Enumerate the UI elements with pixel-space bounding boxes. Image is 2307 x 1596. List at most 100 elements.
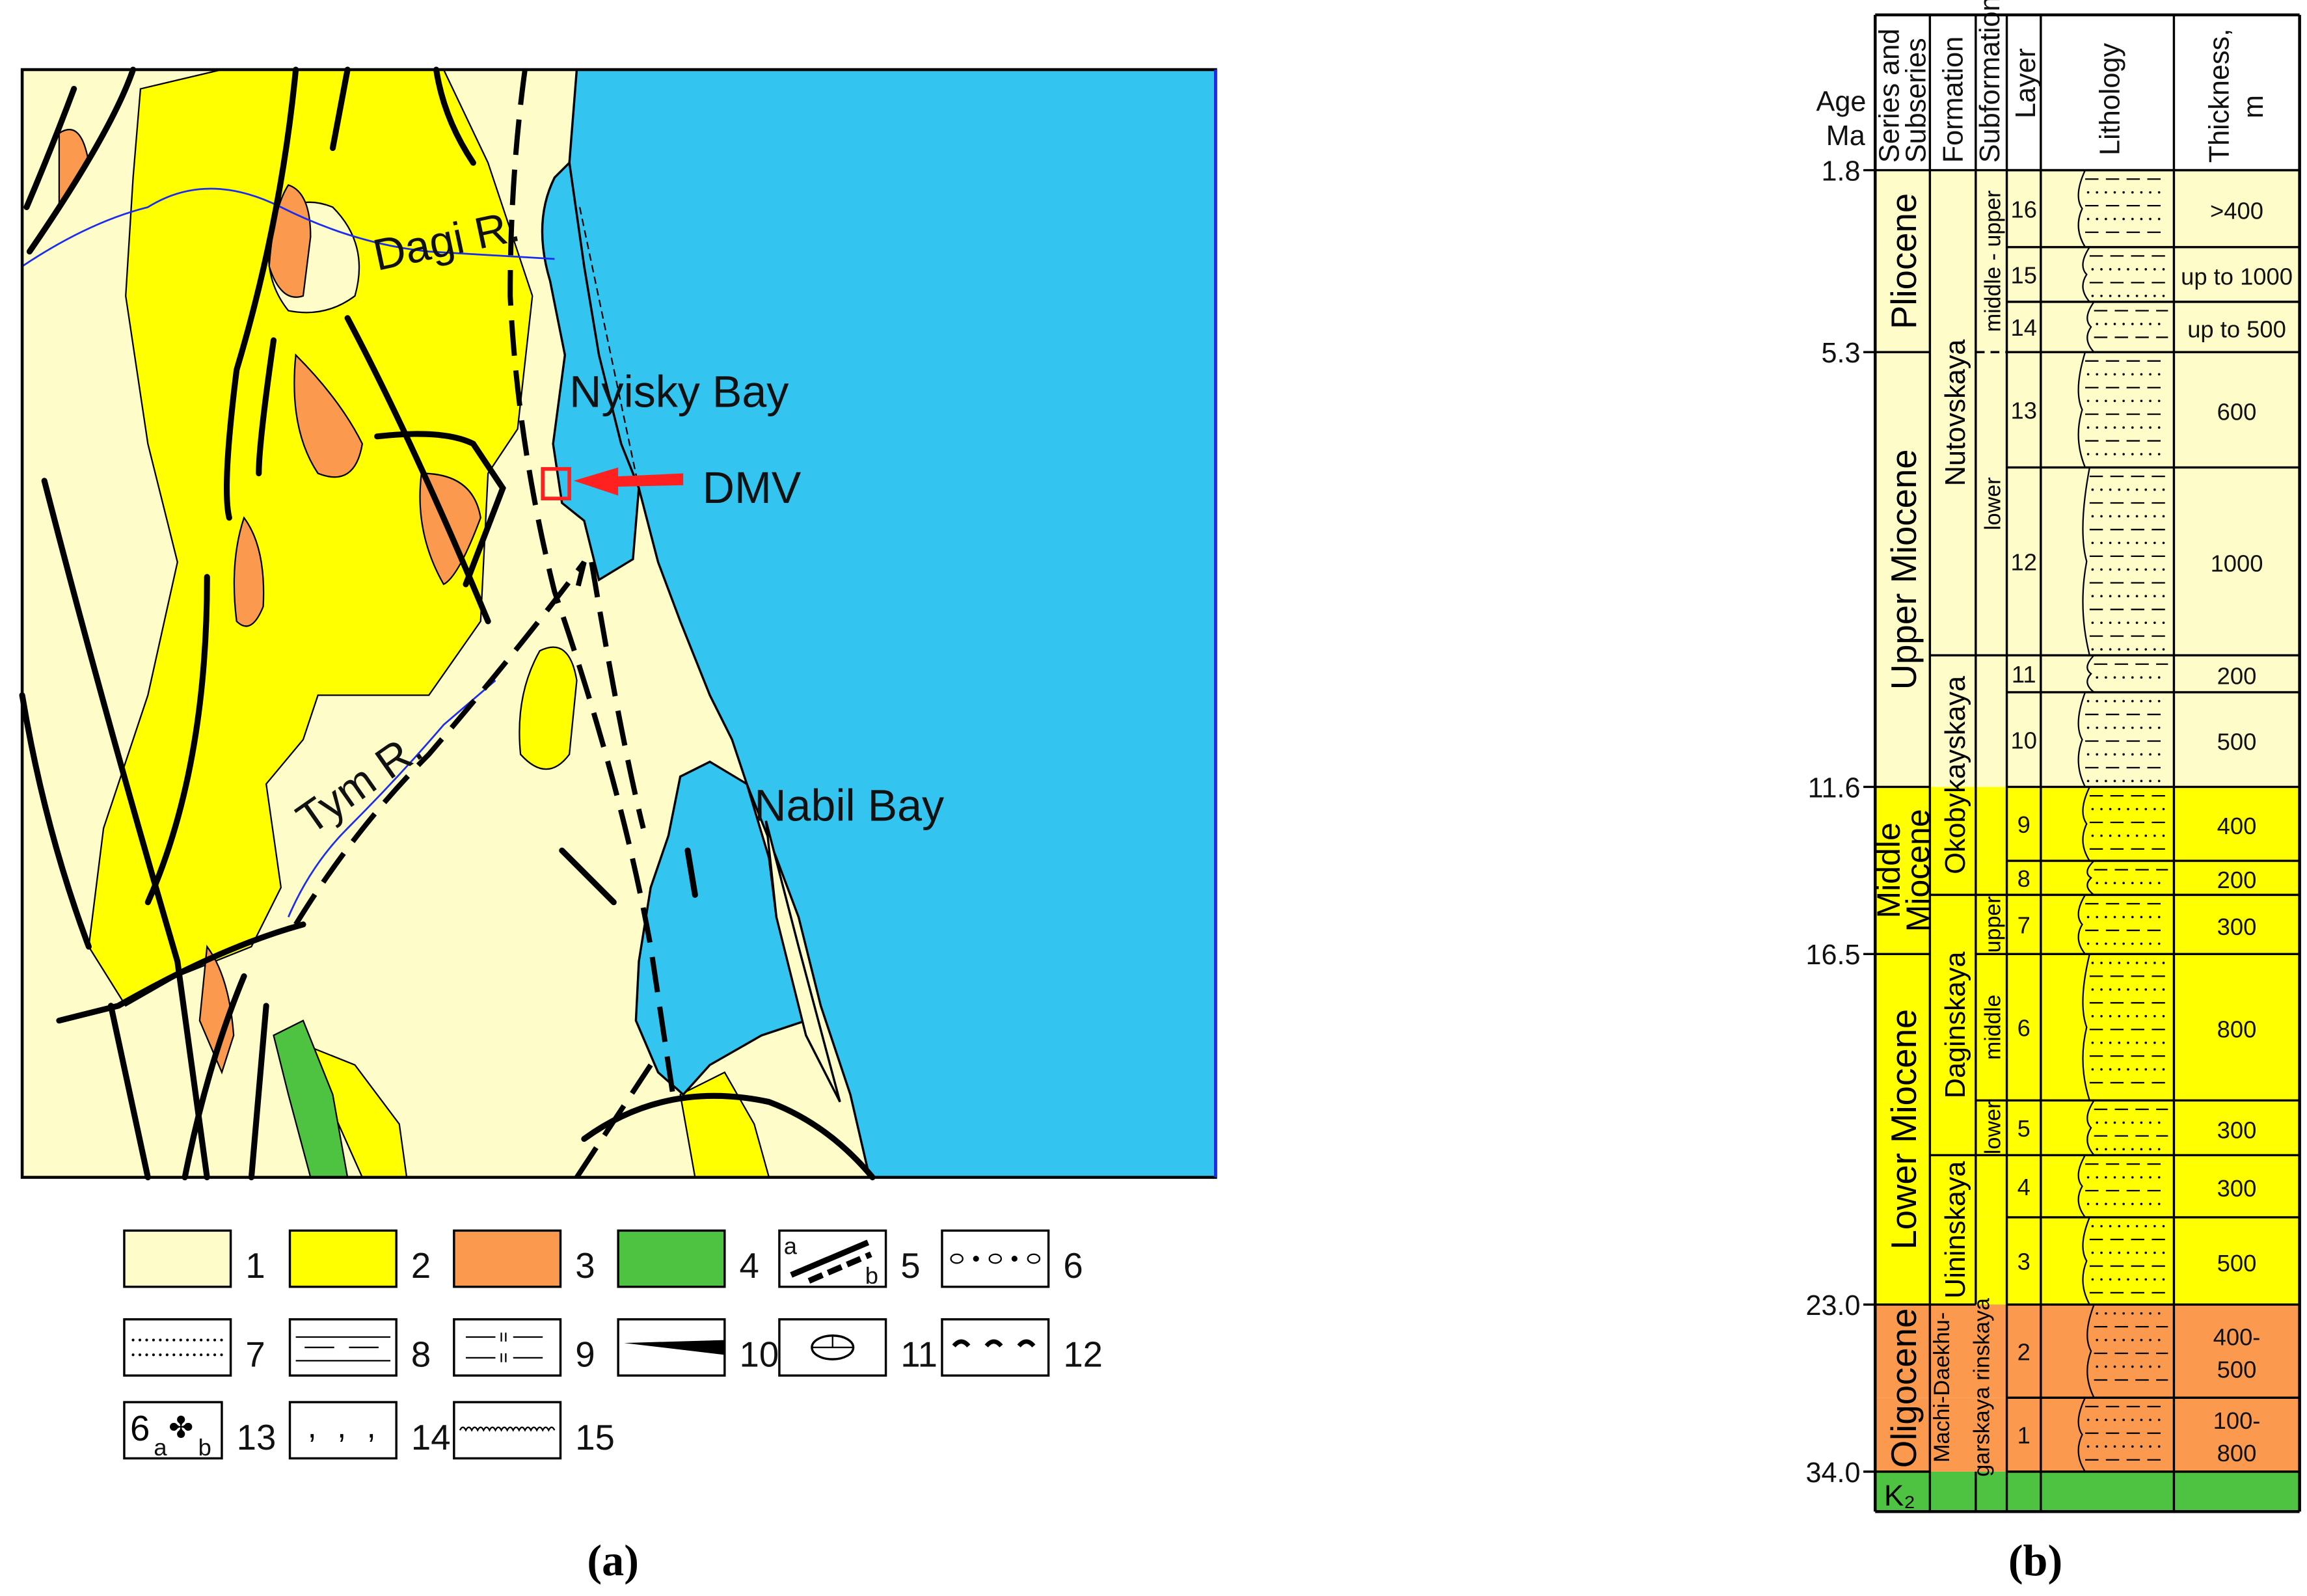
map-legend: 1 2 3 4 ab 5 67 8 9 10 11 126 a✤b 13,,, 14 15 — [123, 1229, 1103, 1461]
layer-thickness: 300 — [2217, 1116, 2257, 1143]
layer-thickness: 400- — [2213, 1324, 2261, 1351]
legend-swatch — [453, 1229, 562, 1288]
legend-sub-a: a — [154, 1434, 167, 1461]
legend-item-5: a b 5 — [778, 1229, 921, 1289]
legend-swatch — [453, 1318, 562, 1377]
legend-swatch — [941, 1229, 1050, 1288]
layer-row-16: 16 >400 — [1875, 170, 2300, 248]
legend-number: 14 — [411, 1418, 451, 1457]
spit — [764, 820, 841, 1103]
layer-number: 14 — [2010, 314, 2036, 341]
legend-swatch — [123, 1229, 232, 1288]
header-lithology: Lithology — [2094, 43, 2125, 156]
layer-number: 10 — [2010, 727, 2036, 753]
lithology-profile — [2077, 1397, 2086, 1472]
geological-map: Dagi R. Nyisky Bay DMV Tym R. Nabil Bay — [19, 66, 1217, 1181]
formation-label: Daginskaya — [1940, 951, 1971, 1099]
legend-item-14: ,,, 14 — [288, 1401, 451, 1460]
legend-swatch — [941, 1318, 1050, 1377]
formation-label: Okobykayskaya — [1940, 675, 1971, 874]
legend-swatch — [617, 1229, 726, 1288]
k2-band — [1875, 1471, 2300, 1512]
inferred-faults — [293, 69, 676, 1179]
layer-number: 15 — [2010, 262, 2036, 288]
layer-thickness: 500 — [2217, 1357, 2257, 1383]
age-tick-label: 23.0 — [1805, 1290, 1860, 1321]
age-tick-label: 5.3 — [1822, 338, 1861, 369]
legend-number: 7 — [245, 1334, 265, 1374]
layer-number: 1 — [2017, 1422, 2030, 1449]
legend-item-12: 12 — [941, 1318, 1103, 1377]
layer-thickness: 400 — [2217, 813, 2257, 839]
layer-thickness: 300 — [2217, 1175, 2257, 1202]
formation-label: Machi-Daekhu- — [1930, 1312, 1954, 1463]
layer-row-15: 15 up to 1000 — [1875, 247, 2300, 303]
formation-label: Uininskaya — [1940, 1161, 1971, 1299]
legend-item-2: 2 — [288, 1229, 431, 1288]
layer-row-6: 6 800 — [1875, 954, 2300, 1101]
layer-thickness: 200 — [2217, 867, 2257, 893]
lithology-profile — [2077, 170, 2086, 248]
layer-number: 16 — [2010, 196, 2036, 223]
layer-number: 2 — [2017, 1338, 2030, 1365]
svg-text:,: , — [308, 1409, 317, 1445]
legend-sub-b: b — [865, 1262, 878, 1289]
layer-thickness: 600 — [2217, 399, 2257, 426]
age-tick-label: 1.8 — [1822, 156, 1861, 187]
legend-number: 9 — [575, 1334, 595, 1374]
legend-item-1: 1 — [123, 1229, 265, 1288]
legend-sub-a: a — [784, 1233, 798, 1260]
legend-sub-b: b — [198, 1434, 211, 1461]
lithology-profile — [2077, 351, 2086, 468]
legend-swatch — [123, 1401, 223, 1460]
lithology-profile — [2082, 786, 2090, 861]
legend-number: 5 — [900, 1246, 920, 1286]
label-dmv: DMV — [703, 463, 802, 513]
legend-item-7: 7 — [123, 1318, 265, 1377]
header-series: Series and — [1874, 29, 1906, 163]
dmv-marker-box[interactable] — [541, 467, 571, 501]
subformation-label: middle — [1980, 995, 2005, 1060]
layer-number: 9 — [2017, 811, 2030, 838]
legend-number: 4 — [740, 1246, 759, 1286]
layer-row-14: 14 up to 500 — [1875, 301, 2300, 353]
dmv-arrow-icon — [573, 467, 684, 496]
header-subformation: Subformation — [1975, 0, 2006, 163]
layer-thickness: 500 — [2217, 1250, 2257, 1277]
layer-row-9: 9 400 — [1875, 786, 2300, 861]
legend-number: 11 — [900, 1334, 938, 1374]
lithology-profile — [2077, 1154, 2086, 1218]
lithology-profile — [2082, 467, 2090, 656]
header-layer: Layer — [2010, 48, 2042, 118]
legend-swatch — [288, 1229, 398, 1288]
layer-number: 7 — [2017, 912, 2030, 938]
layer-row-11: 11 200 — [1875, 655, 2300, 693]
layer-row-13: 13 600 — [1875, 351, 2300, 468]
formation-label: garskaya rinskaya — [1969, 1298, 1994, 1477]
unit2-area — [88, 68, 533, 1007]
header-age: Age — [1816, 87, 1867, 118]
age-tick-label: 16.5 — [1805, 940, 1860, 971]
layer-row-12: 12 1000 — [1875, 467, 2300, 656]
layer-thickness: 300 — [2217, 913, 2257, 940]
series-label: Oligocene — [1884, 1308, 1924, 1468]
caption-a: (a) — [587, 1535, 639, 1585]
subformation-label: lower — [1980, 1102, 2005, 1154]
header-thickness: Thickness, — [2204, 29, 2235, 163]
legend-number: 2 — [411, 1246, 431, 1286]
legend-item-15: 15 — [453, 1401, 615, 1460]
legend-item-6: 6 — [941, 1229, 1083, 1288]
series-label: Lower Miocene — [1884, 1009, 1924, 1250]
foraminifera-icon: ✤ — [169, 1411, 193, 1444]
layer-row-10: 10 500 — [1875, 692, 2300, 787]
formation-label: Nutovskaya — [1940, 339, 1971, 487]
legend-number: 10 — [740, 1334, 779, 1374]
layer-number: 11 — [2012, 661, 2036, 688]
layer-row-1: 1 100- 800 — [1875, 1397, 2300, 1472]
age-tick-label: 34.0 — [1805, 1457, 1860, 1489]
legend-item-11: 11 — [778, 1318, 938, 1377]
layer-thickness: 800 — [2217, 1016, 2257, 1043]
legend-number: 3 — [575, 1246, 595, 1286]
